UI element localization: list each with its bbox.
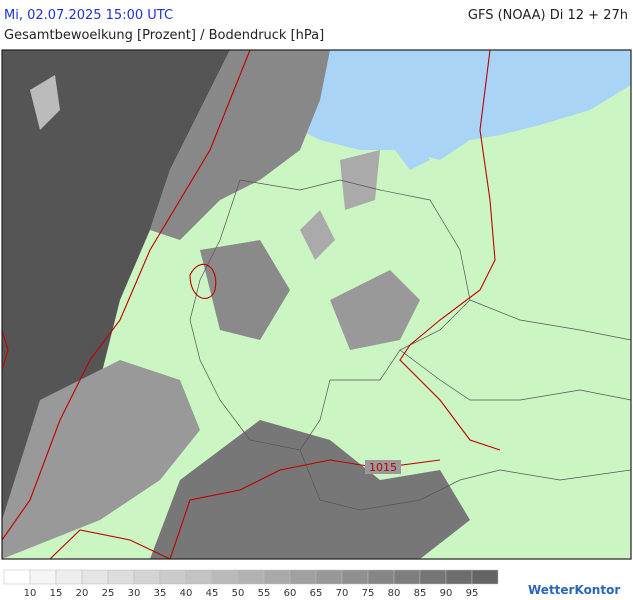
legend-label: 35 (154, 588, 167, 599)
legend-label: 20 (76, 588, 89, 599)
isobar-label: 1015 (369, 461, 397, 474)
legend-swatch (81, 569, 109, 585)
legend-swatch (211, 569, 239, 585)
legend-swatch (29, 569, 57, 585)
legend-swatch (367, 569, 395, 585)
legend-swatch (107, 569, 135, 585)
legend-swatch (3, 569, 31, 585)
legend-swatch (55, 569, 83, 585)
legend-swatch (159, 569, 187, 585)
legend-swatch (445, 569, 473, 585)
datetime: Mi, 02.07.2025 15:00 UTC (4, 8, 173, 23)
legend-label: 40 (180, 588, 193, 599)
brand-logo: WetterKontor (528, 583, 620, 597)
legend-swatch (133, 569, 161, 585)
legend: 10 15 20 25 30 35 40 45 50 55 60 65 70 75 80 85 90 95 (3, 569, 499, 599)
legend-label: 65 (310, 588, 323, 599)
legend-label: 80 (388, 588, 401, 599)
legend-label: 90 (440, 588, 453, 599)
legend-swatch (185, 569, 213, 585)
legend-swatch (289, 569, 317, 585)
legend-swatch (237, 569, 265, 585)
legend-label: 15 (50, 588, 63, 599)
legend-label: 85 (414, 588, 427, 599)
map: 1015 (1, 49, 632, 560)
legend-label: 55 (258, 588, 271, 599)
legend-swatch (419, 569, 447, 585)
legend-label: 30 (128, 588, 141, 599)
legend-label: 10 (24, 588, 37, 599)
model-run: GFS (NOAA) Di 12 + 27h (468, 8, 628, 23)
legend-label: 50 (232, 588, 245, 599)
legend-swatch (341, 569, 369, 585)
legend-label: 45 (206, 588, 219, 599)
legend-swatch (263, 569, 291, 585)
legend-label: 75 (362, 588, 375, 599)
legend-swatch (471, 569, 499, 585)
legend-label: 60 (284, 588, 297, 599)
legend-swatch (315, 569, 343, 585)
legend-swatch (393, 569, 421, 585)
subtitle: Gesamtbewoelkung [Prozent] / Bodendruck … (4, 28, 324, 43)
legend-label: 25 (102, 588, 115, 599)
legend-label: 70 (336, 588, 349, 599)
legend-label: 95 (466, 588, 479, 599)
